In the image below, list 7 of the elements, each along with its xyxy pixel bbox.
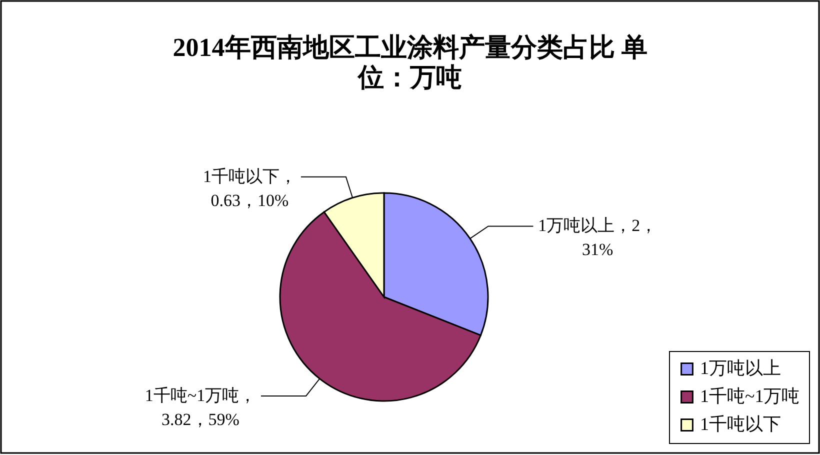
legend-label: 1千吨以下 [700, 414, 781, 434]
data-label: 1千吨~1万吨，3.82，59% [144, 386, 256, 429]
legend-label: 1千吨~1万吨 [700, 386, 800, 406]
legend-label: 1万吨以上 [700, 358, 781, 378]
data-label: 1千吨以下，0.63，10% [203, 166, 297, 210]
chart-title: 2014年西南地区工业涂料产量分类占比 单位：万吨 [172, 33, 648, 92]
data-label: 1万吨以上，2，31% [538, 216, 658, 260]
